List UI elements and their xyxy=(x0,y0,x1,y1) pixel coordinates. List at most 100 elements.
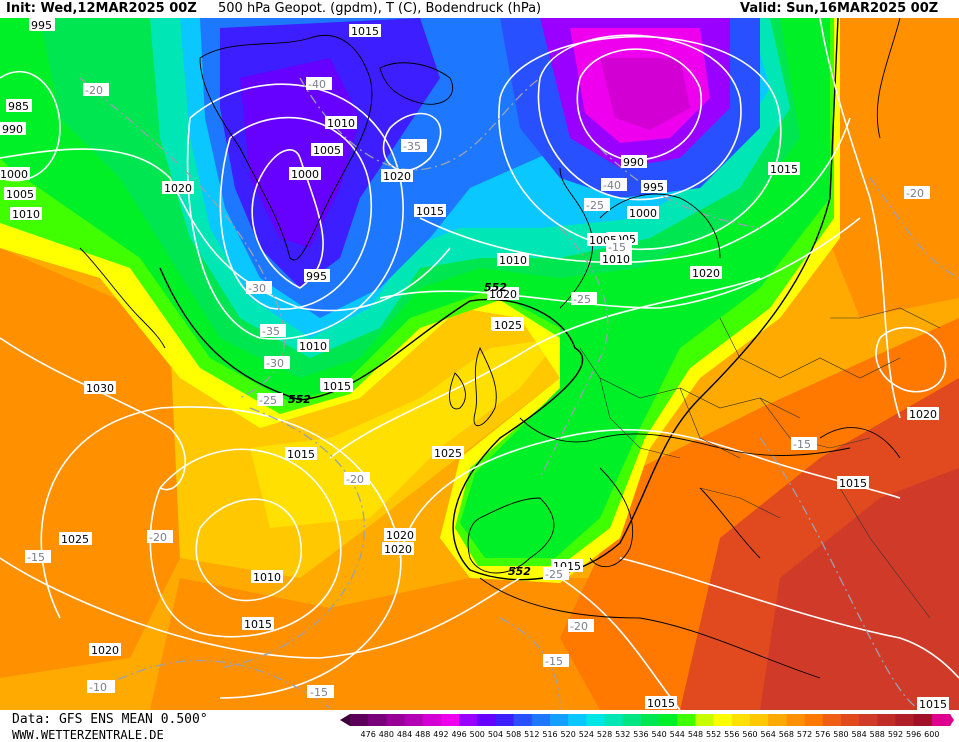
svg-text:-40: -40 xyxy=(308,78,326,91)
field-ne xyxy=(820,18,959,318)
svg-text:-40: -40 xyxy=(603,179,621,192)
legend-tick-label: 580 xyxy=(833,730,848,739)
legend-swatch xyxy=(440,714,460,726)
legend-swatch xyxy=(713,714,733,726)
isotherm-label: -25 xyxy=(571,292,597,306)
isotherm-label: -15 xyxy=(25,550,51,564)
legend-swatch xyxy=(477,714,496,726)
isobars xyxy=(0,18,959,710)
init-time: Init: Wed,12MAR2025 00Z xyxy=(6,1,197,16)
legend-tick-label: 564 xyxy=(761,730,776,739)
legend-swatch xyxy=(840,714,860,726)
isotherm-label: -40 xyxy=(601,178,627,192)
svg-text:995: 995 xyxy=(643,181,664,194)
isotherm-label: -15 xyxy=(308,685,334,699)
legend-arrow-left xyxy=(340,714,350,726)
svg-text:-25: -25 xyxy=(545,568,563,581)
isobar-label: 995 xyxy=(304,269,330,283)
legend-swatch xyxy=(895,714,915,726)
svg-text:1010: 1010 xyxy=(253,571,281,584)
legend-swatch xyxy=(659,714,678,726)
legend-tick-label: 536 xyxy=(633,730,648,739)
isotherm-label: -20 xyxy=(344,472,370,486)
borders xyxy=(579,307,941,619)
legend-swatch xyxy=(350,714,369,726)
isobar-label: 1000 xyxy=(0,167,30,181)
valid-time: Valid: Sun,16MAR2025 00Z xyxy=(740,1,939,16)
isotherm-label: -25 xyxy=(543,567,569,581)
legend-tick-label: 568 xyxy=(779,730,794,739)
isobar-label: 1015 xyxy=(242,617,274,631)
svg-text:1010: 1010 xyxy=(602,253,630,266)
svg-text:1005: 1005 xyxy=(6,188,34,201)
isotherm-label: -25 xyxy=(584,198,610,212)
legend-tick-label: 504 xyxy=(488,730,503,739)
legend-swatch xyxy=(677,714,696,726)
svg-text:-20: -20 xyxy=(570,620,588,633)
legend-swatch xyxy=(640,714,660,726)
legend-arrow-right xyxy=(950,714,954,726)
isobar-label: 1025 xyxy=(59,532,91,546)
legend-tick-label: 524 xyxy=(579,730,594,739)
isobar-label: 1010 xyxy=(325,116,357,130)
isobar-label: 1020 xyxy=(384,528,416,542)
isotherm-label: -15 xyxy=(543,654,569,668)
svg-text:1015: 1015 xyxy=(416,205,444,218)
legend-swatch xyxy=(550,714,569,726)
legend-swatch xyxy=(513,714,533,726)
isotherm-label: -25 xyxy=(257,393,283,407)
legend-tick-label: 548 xyxy=(688,730,703,739)
legend-tick-label: 512 xyxy=(524,730,539,739)
svg-text:1020: 1020 xyxy=(386,529,414,542)
isobar-label: 1020 xyxy=(487,287,519,301)
field-violet xyxy=(240,58,360,248)
svg-text:-35: -35 xyxy=(262,325,280,338)
legend-swatch xyxy=(568,714,587,726)
isobar-label: 1005 xyxy=(311,143,343,157)
svg-text:995: 995 xyxy=(306,270,327,283)
svg-text:-15: -15 xyxy=(608,241,626,254)
chart-header: Init: Wed,12MAR2025 00Z 500 hPa Geopot. … xyxy=(0,0,959,18)
legend-tick-label: 544 xyxy=(670,730,685,739)
isotherm-label: -15 xyxy=(606,240,632,254)
legend-tick-label: 532 xyxy=(615,730,630,739)
legend-tick-label: 508 xyxy=(506,730,521,739)
field-ridge-inner xyxy=(250,338,560,528)
svg-text:1015: 1015 xyxy=(244,618,272,631)
isotherm-label: -20 xyxy=(904,186,930,200)
svg-text:-25: -25 xyxy=(573,293,591,306)
isobar-label: 1015 xyxy=(285,447,317,461)
isotherm-label: -40 xyxy=(306,77,332,91)
svg-text:1020: 1020 xyxy=(489,288,517,301)
color-legend: 476 480 484 488 492 496 500 504 508 512 516 520 524 5… xyxy=(340,714,954,739)
svg-text:1020: 1020 xyxy=(692,267,720,280)
isobar-label: 1020 xyxy=(690,266,722,280)
legend-tick-label: 584 xyxy=(851,730,866,739)
svg-text:1010: 1010 xyxy=(327,117,355,130)
isobar-label: 1015 xyxy=(321,379,353,393)
legend-tick-label: 496 xyxy=(451,730,466,739)
svg-text:-20: -20 xyxy=(149,531,167,544)
legend-tick-label: 588 xyxy=(870,730,885,739)
isotherm-label: -10 xyxy=(87,680,113,694)
legend-tick-label: 596 xyxy=(906,730,921,739)
legend-tick-label: 516 xyxy=(542,730,557,739)
legend-swatch xyxy=(822,714,842,726)
isobar-label: 1000 xyxy=(627,206,659,220)
geopotential-label: 552 xyxy=(288,393,311,406)
svg-text:-25: -25 xyxy=(259,394,277,407)
svg-text:-35: -35 xyxy=(403,140,421,153)
svg-text:1000: 1000 xyxy=(629,207,657,220)
geopotential-label: 552 xyxy=(508,565,531,578)
svg-text:990: 990 xyxy=(623,156,644,169)
isobar-label: 1030 xyxy=(84,381,116,395)
legend-tick-label: 600 xyxy=(924,730,939,739)
legend-swatch xyxy=(604,714,624,726)
svg-text:-30: -30 xyxy=(266,357,284,370)
isotherm-label: -30 xyxy=(246,281,272,295)
svg-text:1005: 1005 xyxy=(313,144,341,157)
field-orange-w xyxy=(0,248,300,678)
svg-text:-15: -15 xyxy=(310,686,328,699)
svg-text:990: 990 xyxy=(2,123,23,136)
isotherm-label: -20 xyxy=(147,530,173,544)
